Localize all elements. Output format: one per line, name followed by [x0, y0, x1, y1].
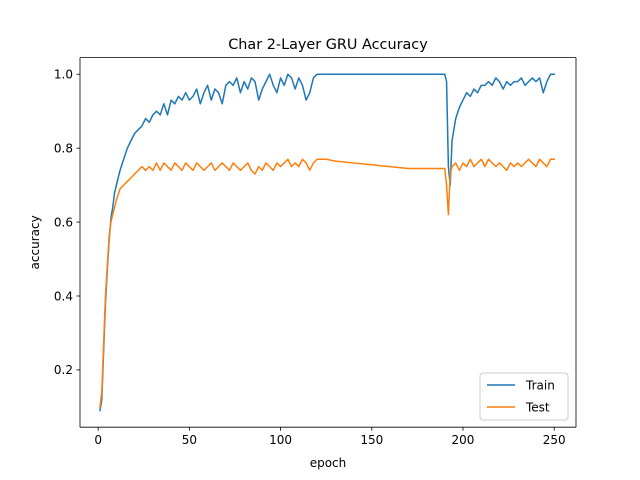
y-axis-label: accuracy	[28, 215, 42, 269]
y-tick-label: 0.6	[54, 215, 73, 229]
y-tick-label: 0.8	[54, 141, 73, 155]
x-tick-label: 250	[543, 433, 566, 447]
y-tick-label: 0.2	[54, 363, 73, 377]
series-layer	[99, 73, 555, 412]
legend-label-test: Test	[525, 401, 550, 415]
x-axis-ticks: 0 50 100 150 200 250	[94, 427, 566, 447]
axes-frame	[79, 57, 577, 428]
plot-area	[80, 57, 576, 428]
legend-label-train: Train	[525, 379, 555, 393]
x-tick-label: 150	[360, 433, 383, 447]
series-line-train	[99, 73, 555, 412]
chart-title: Char 2-Layer GRU Accuracy	[228, 37, 428, 53]
legend: Train Test	[479, 372, 569, 421]
series-line-test	[99, 158, 555, 408]
legend-box	[479, 372, 569, 421]
y-tick-label: 1.0	[54, 68, 73, 82]
y-axis-ticks: 0.2 0.4 0.6 0.8 1.0	[54, 68, 80, 377]
x-tick-label: 200	[452, 433, 475, 447]
x-tick-label: 0	[94, 433, 102, 447]
x-tick-label: 50	[182, 433, 197, 447]
x-tick-label: 100	[269, 433, 292, 447]
y-tick-label: 0.4	[54, 289, 73, 303]
x-axis-label: epoch	[310, 456, 347, 470]
